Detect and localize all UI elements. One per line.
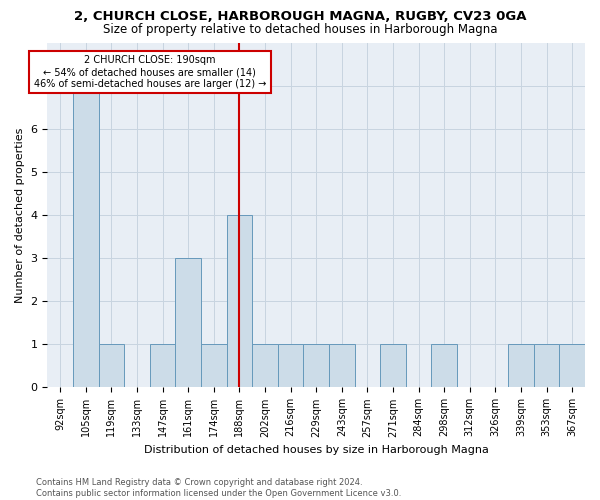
Bar bbox=[304, 344, 329, 388]
Y-axis label: Number of detached properties: Number of detached properties bbox=[15, 128, 25, 302]
Bar bbox=[278, 344, 304, 388]
Text: 2, CHURCH CLOSE, HARBOROUGH MAGNA, RUGBY, CV23 0GA: 2, CHURCH CLOSE, HARBOROUGH MAGNA, RUGBY… bbox=[74, 10, 526, 23]
Text: 2 CHURCH CLOSE: 190sqm
← 54% of detached houses are smaller (14)
46% of semi-det: 2 CHURCH CLOSE: 190sqm ← 54% of detached… bbox=[34, 56, 266, 88]
Bar bbox=[534, 344, 559, 388]
Bar bbox=[73, 86, 98, 388]
Text: Contains HM Land Registry data © Crown copyright and database right 2024.
Contai: Contains HM Land Registry data © Crown c… bbox=[36, 478, 401, 498]
Bar bbox=[431, 344, 457, 388]
Bar bbox=[329, 344, 355, 388]
Bar bbox=[175, 258, 201, 388]
X-axis label: Distribution of detached houses by size in Harborough Magna: Distribution of detached houses by size … bbox=[144, 445, 488, 455]
Text: Size of property relative to detached houses in Harborough Magna: Size of property relative to detached ho… bbox=[103, 22, 497, 36]
Bar bbox=[150, 344, 175, 388]
Bar bbox=[508, 344, 534, 388]
Bar bbox=[380, 344, 406, 388]
Bar bbox=[252, 344, 278, 388]
Bar bbox=[201, 344, 227, 388]
Bar bbox=[227, 215, 252, 388]
Bar bbox=[98, 344, 124, 388]
Bar bbox=[559, 344, 585, 388]
